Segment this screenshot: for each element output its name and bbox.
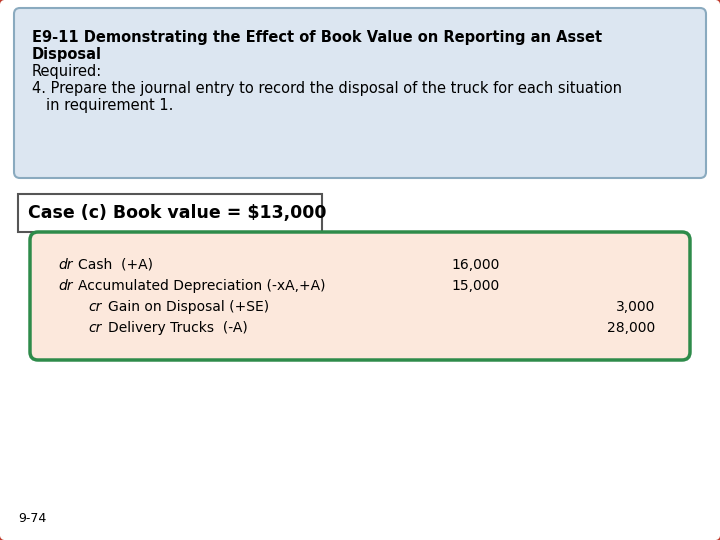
Text: Accumulated Depreciation (-xA,+A): Accumulated Depreciation (-xA,+A) [78, 279, 325, 293]
Text: Disposal: Disposal [32, 47, 102, 62]
Text: cr: cr [88, 321, 102, 335]
Text: Case (c) Book value = $13,000: Case (c) Book value = $13,000 [28, 204, 326, 222]
Text: cr: cr [88, 300, 102, 314]
Text: Delivery Trucks  (-A): Delivery Trucks (-A) [108, 321, 248, 335]
Text: in requirement 1.: in requirement 1. [46, 98, 174, 113]
Text: Cash  (+A): Cash (+A) [78, 258, 153, 272]
Text: dr: dr [58, 279, 73, 293]
Text: E9-11 Demonstrating the Effect of Book Value on Reporting an Asset: E9-11 Demonstrating the Effect of Book V… [32, 30, 602, 45]
Text: 9-74: 9-74 [18, 512, 46, 525]
Text: dr: dr [58, 258, 73, 272]
FancyBboxPatch shape [30, 232, 690, 360]
FancyBboxPatch shape [14, 8, 706, 178]
Text: Required:: Required: [32, 64, 102, 79]
Text: 4. Prepare the journal entry to record the disposal of the truck for each situat: 4. Prepare the journal entry to record t… [32, 81, 622, 96]
Text: 16,000: 16,000 [451, 258, 500, 272]
Text: 28,000: 28,000 [607, 321, 655, 335]
FancyBboxPatch shape [18, 194, 322, 232]
Text: Gain on Disposal (+SE): Gain on Disposal (+SE) [108, 300, 269, 314]
Text: 3,000: 3,000 [616, 300, 655, 314]
Text: 15,000: 15,000 [451, 279, 500, 293]
